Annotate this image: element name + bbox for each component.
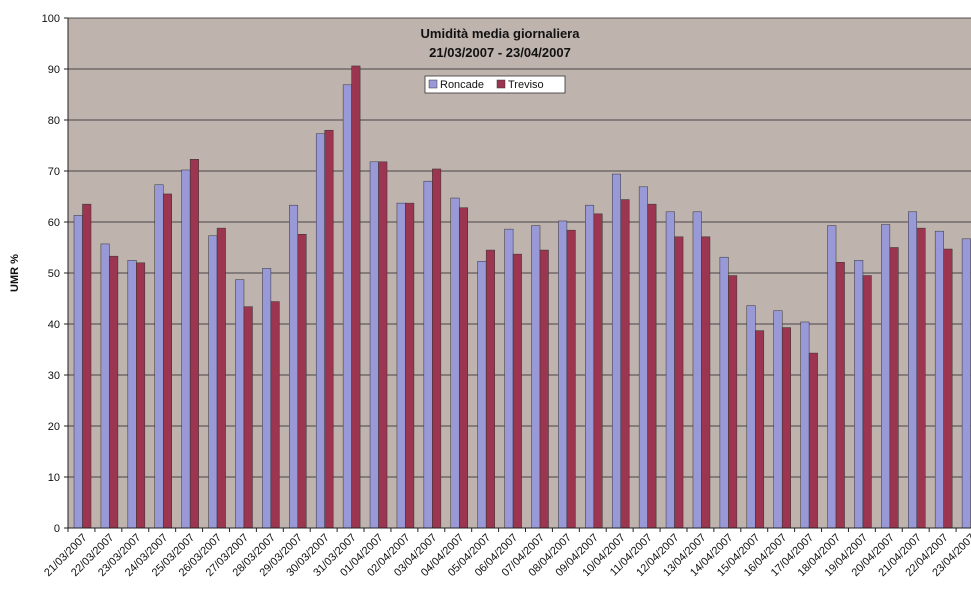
- bar: [638, 186, 648, 529]
- bar: [351, 65, 361, 529]
- bar: [136, 262, 146, 529]
- bar: [512, 253, 522, 529]
- bar: [701, 236, 711, 529]
- legend-swatch: [428, 79, 438, 89]
- bar: [235, 279, 245, 529]
- y-tick-label: 0: [54, 523, 60, 535]
- bar: [127, 260, 137, 529]
- y-tick-label: 80: [48, 115, 60, 127]
- bar: [558, 220, 568, 529]
- y-tick-label: 100: [42, 13, 60, 25]
- bar: [943, 248, 953, 529]
- bar: [674, 236, 684, 529]
- y-axis-label: UMR %: [9, 254, 21, 292]
- bar: [162, 193, 172, 529]
- bar: [181, 169, 191, 529]
- bar: [459, 207, 469, 529]
- bar: [423, 180, 433, 529]
- bar: [916, 227, 926, 529]
- y-tick-label: 70: [48, 166, 60, 178]
- y-tick-label: 60: [48, 217, 60, 229]
- bar: [477, 261, 487, 529]
- bar: [73, 215, 83, 529]
- bar: [485, 249, 495, 529]
- bar: [243, 306, 253, 529]
- bar: [297, 233, 307, 529]
- bar: [746, 305, 756, 529]
- chart-subtitle: 21/03/2007 - 23/04/2007: [429, 45, 571, 60]
- bar: [378, 161, 388, 529]
- bar: [665, 211, 675, 529]
- bar: [692, 211, 702, 529]
- legend-label: Treviso: [508, 79, 544, 91]
- bar: [593, 213, 603, 529]
- bar: [531, 225, 541, 529]
- bar: [961, 238, 971, 529]
- bar: [82, 203, 92, 529]
- bar: [539, 249, 549, 529]
- bar: [827, 225, 837, 529]
- y-tick-label: 40: [48, 319, 60, 331]
- bar: [728, 275, 738, 529]
- bar: [889, 247, 899, 529]
- y-tick-label: 20: [48, 421, 60, 433]
- y-tick-label: 90: [48, 64, 60, 76]
- bar: [405, 202, 415, 529]
- bar: [566, 229, 576, 529]
- y-tick-label: 10: [48, 472, 60, 484]
- bar: [432, 168, 442, 529]
- bar: [800, 321, 810, 529]
- bar: [719, 256, 729, 529]
- bar: [862, 275, 872, 529]
- bar: [450, 197, 460, 529]
- bar: [647, 203, 657, 529]
- legend: [424, 75, 566, 94]
- bar: [324, 129, 334, 529]
- y-tick-label: 50: [48, 268, 60, 280]
- bar: [934, 230, 944, 529]
- bar: [881, 224, 891, 529]
- bar: [154, 184, 164, 529]
- bar: [755, 330, 765, 529]
- bar: [611, 173, 621, 529]
- bar: [342, 84, 352, 529]
- bar: [369, 161, 379, 529]
- bar: [396, 202, 406, 529]
- bar: [854, 260, 864, 529]
- bar: [315, 133, 325, 529]
- bar: [808, 352, 818, 529]
- bar: [908, 211, 918, 529]
- chart-title: Umidità media giornaliera: [421, 26, 581, 41]
- bar: [216, 227, 226, 529]
- bar: [262, 268, 272, 529]
- y-tick-label: 30: [48, 370, 60, 382]
- bar: [773, 310, 783, 529]
- bar: [189, 159, 199, 529]
- bar: [781, 327, 791, 529]
- bar: [620, 199, 630, 529]
- bar: [504, 228, 514, 529]
- bar: [100, 243, 110, 529]
- bar: [208, 235, 218, 529]
- legend-label: Roncade: [440, 79, 484, 91]
- bar: [835, 262, 845, 529]
- bar: [270, 301, 280, 529]
- legend-swatch: [496, 79, 506, 89]
- bar: [585, 204, 595, 529]
- bar: [289, 204, 299, 529]
- bar: [109, 255, 119, 529]
